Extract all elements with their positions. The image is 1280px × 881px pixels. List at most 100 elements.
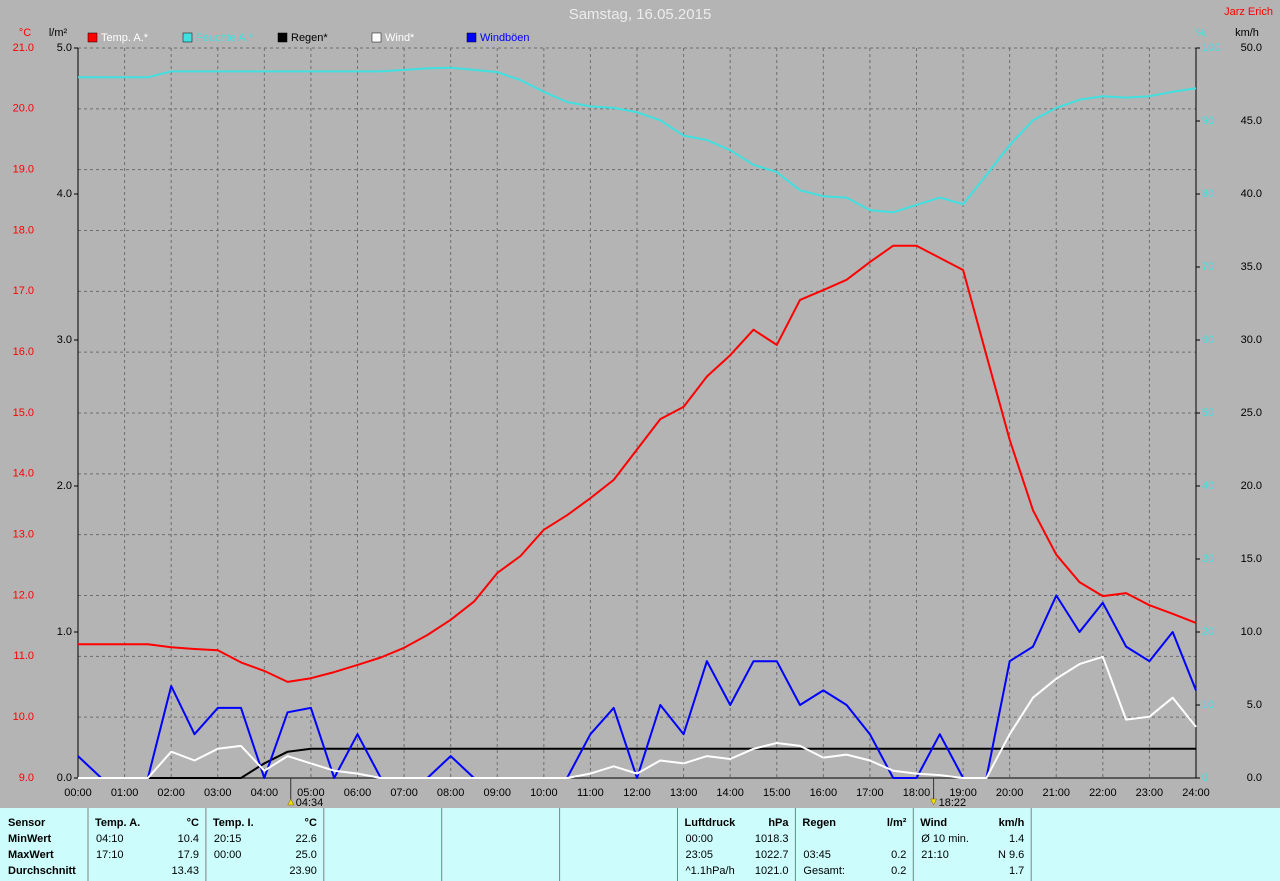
y4-tick-label: 5.0: [1247, 699, 1262, 711]
table-cell-value: 0.2: [891, 865, 906, 877]
y3-tick-label: 60: [1202, 334, 1214, 346]
y4-tick-label: 35.0: [1241, 261, 1262, 273]
table-cell-label: 21:10: [921, 849, 949, 861]
y-tick-label: 17.0: [13, 285, 34, 297]
table-cell-value: 22.6: [295, 833, 316, 845]
table-row-label: MinWert: [8, 833, 52, 845]
x-tick-label: 05:00: [297, 787, 325, 799]
y-tick-label: 12.0: [13, 589, 34, 601]
x-tick-label: 00:00: [64, 787, 92, 799]
y-tick-label: 14.0: [13, 468, 34, 480]
x-tick-label: 10:00: [530, 787, 558, 799]
y-tick-label: 10.0: [13, 711, 34, 723]
table-cell-label: 20:15: [214, 833, 242, 845]
y2-tick-label: 3.0: [57, 334, 72, 346]
x-tick-label: 23:00: [1136, 787, 1164, 799]
chart-title: Samstag, 16.05.2015: [569, 6, 712, 23]
table-header: Temp. I.: [213, 817, 254, 829]
annotation-label: 18:22: [939, 797, 967, 809]
table-cell-value: 10.4: [178, 833, 199, 845]
y3-tick-label: 10: [1202, 699, 1214, 711]
legend-swatch: [87, 32, 98, 43]
y3-tick-label: 70: [1202, 261, 1214, 273]
x-tick-label: 09:00: [483, 787, 511, 799]
y-tick-label: 18.0: [13, 224, 34, 236]
y3-tick-label: 80: [1202, 188, 1214, 200]
series-line: [78, 244, 1197, 683]
legend-label: Windböen: [480, 32, 530, 44]
table-cell-value: 1018.3: [755, 833, 789, 845]
table-cell-label: 00:00: [686, 833, 714, 845]
annotation-marker: [287, 798, 295, 806]
y3-tick-label: 50: [1202, 407, 1214, 419]
y4-tick-label: 30.0: [1241, 334, 1262, 346]
legend-swatch: [277, 32, 288, 43]
y4-tick-label: 50.0: [1241, 42, 1262, 54]
table-header: Sensor: [8, 817, 46, 829]
y3-tick-label: 20: [1202, 626, 1214, 638]
x-tick-label: 15:00: [763, 787, 791, 799]
table-unit: hPa: [768, 817, 789, 829]
table-header: Wind: [920, 817, 947, 829]
legend-label: Temp. A.*: [101, 32, 149, 44]
table-unit: l/m²: [887, 817, 907, 829]
table-cell-value: 0.2: [891, 849, 906, 861]
annotation-marker: [930, 798, 938, 806]
y2-axis-unit: l/m²: [49, 27, 68, 39]
series-line: [78, 66, 1197, 214]
x-tick-label: 03:00: [204, 787, 232, 799]
x-tick-label: 02:00: [157, 787, 185, 799]
table-cell-value: 1021.0: [755, 865, 789, 877]
y-tick-label: 19.0: [13, 164, 34, 176]
table-cell-label: 00:00: [214, 849, 242, 861]
x-tick-label: 08:00: [437, 787, 465, 799]
series-line: [78, 747, 1196, 779]
legend-label: Feuchte A.*: [196, 32, 254, 44]
y3-tick-label: 40: [1202, 480, 1214, 492]
table-cell-value: 17.9: [178, 849, 199, 861]
x-tick-label: 20:00: [996, 787, 1024, 799]
y3-tick-label: 0: [1202, 772, 1208, 784]
y-axis-unit: °C: [19, 27, 31, 39]
y3-tick-label: 90: [1202, 115, 1214, 127]
table-cell-value: 13.43: [171, 865, 199, 877]
table-cell-value: 25.0: [295, 849, 316, 861]
y3-tick-label: 30: [1202, 553, 1214, 565]
x-tick-label: 17:00: [856, 787, 884, 799]
table-cell-value: N 9.6: [998, 849, 1024, 861]
legend-swatch: [182, 32, 193, 43]
x-tick-label: 16:00: [810, 787, 838, 799]
author: Jarz Erich: [1224, 6, 1273, 18]
table-header: Luftdruck: [685, 817, 737, 829]
x-tick-label: 12:00: [623, 787, 651, 799]
x-tick-label: 01:00: [111, 787, 139, 799]
y2-tick-label: 0.0: [57, 772, 72, 784]
y4-tick-label: 10.0: [1241, 626, 1262, 638]
table-header: Regen: [802, 817, 836, 829]
annotation-label: 04:34: [296, 797, 324, 809]
table-unit: °C: [187, 817, 199, 829]
x-tick-label: 06:00: [344, 787, 372, 799]
legend-swatch: [466, 32, 477, 43]
x-tick-label: 07:00: [390, 787, 418, 799]
y4-tick-label: 0.0: [1247, 772, 1262, 784]
y3-tick-label: 100: [1202, 42, 1220, 54]
table-cell-value: 23.90: [289, 865, 317, 877]
table-cell-label: 03:45: [803, 849, 831, 861]
table-cell-label: 04:10: [96, 833, 124, 845]
y2-tick-label: 2.0: [57, 480, 72, 492]
table-cell-label: 17:10: [96, 849, 124, 861]
y-tick-label: 21.0: [13, 42, 34, 54]
legend-label: Regen*: [291, 32, 328, 44]
x-tick-label: 18:00: [903, 787, 931, 799]
table-row-label: MaxWert: [8, 849, 54, 861]
table-header: Temp. A.: [95, 817, 140, 829]
x-tick-label: 11:00: [577, 787, 604, 799]
summary-panel: [0, 808, 1280, 881]
table-cell-label: Gesamt:: [803, 865, 845, 877]
table-cell-label: Ø 10 min.: [921, 833, 969, 845]
y4-tick-label: 15.0: [1241, 553, 1262, 565]
y4-axis-unit: km/h: [1235, 27, 1259, 39]
x-tick-label: 14:00: [716, 787, 744, 799]
